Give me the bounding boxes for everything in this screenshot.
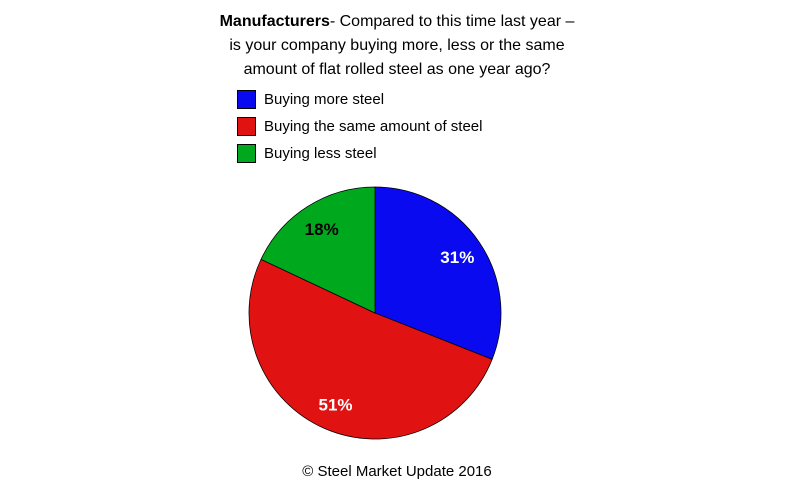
legend-item-buying-same: Buying the same amount of steel <box>237 117 482 136</box>
legend-item-buying-less: Buying less steel <box>237 144 482 163</box>
chart-title: Manufacturers- Compared to this time las… <box>0 10 794 82</box>
legend-swatch-red <box>237 117 256 136</box>
pie-data-label-0: 31% <box>440 248 474 267</box>
legend-swatch-green <box>237 144 256 163</box>
pie-slice-0 <box>374 186 502 360</box>
chart-title-line3: amount of flat rolled steel as one year … <box>243 61 551 78</box>
footer-text: © Steel Market Update 2016 <box>302 463 492 480</box>
legend-label: Buying the same amount of steel <box>264 118 483 135</box>
chart-title-line2: is your company buying more, less or the… <box>229 37 565 54</box>
chart-title-line1-rest: - Compared to this time last year – <box>329 13 575 30</box>
chart-title-bold: Manufacturers <box>219 13 330 30</box>
pie-data-label-1: 51% <box>318 395 352 414</box>
chart-legend: Buying more steel Buying the same amount… <box>237 90 482 171</box>
legend-swatch-blue <box>237 90 256 109</box>
legend-item-buying-more: Buying more steel <box>237 90 482 109</box>
pie-data-label-2: 18% <box>305 220 339 239</box>
pie-slice-2 <box>260 186 376 314</box>
legend-label: Buying more steel <box>264 91 385 108</box>
chart-title-line1: Manufacturers- Compared to this time las… <box>0 10 794 34</box>
legend-label: Buying less steel <box>264 145 377 162</box>
pie-slice-1 <box>248 258 493 440</box>
pie-chart: 31% 51% 18% <box>238 176 512 450</box>
pie-chart-svg: 31% 51% 18% <box>248 186 502 440</box>
